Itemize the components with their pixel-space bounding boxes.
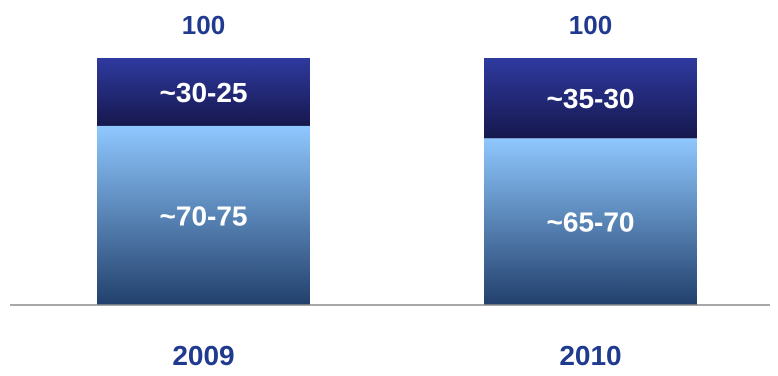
category-label: 2010 bbox=[559, 340, 621, 371]
segment-value-label: ~70-75 bbox=[160, 200, 248, 231]
bar-segment-upper bbox=[484, 58, 697, 139]
category-label: 2009 bbox=[172, 340, 234, 371]
bar-segment-upper bbox=[97, 58, 310, 126]
segment-value-label: ~65-70 bbox=[547, 207, 635, 238]
bar-segment-lower bbox=[97, 125, 310, 305]
bars-layer bbox=[97, 58, 697, 305]
bar-segment-lower bbox=[484, 138, 697, 305]
labels-layer: ~70-75 ~30-25 100 2009 ~65-70 ~35-30 100 2010 bbox=[160, 10, 635, 371]
total-label: 100 bbox=[182, 10, 225, 40]
segment-value-label: ~35-30 bbox=[547, 83, 635, 114]
total-label: 100 bbox=[569, 10, 612, 40]
segment-value-label: ~30-25 bbox=[160, 77, 248, 108]
